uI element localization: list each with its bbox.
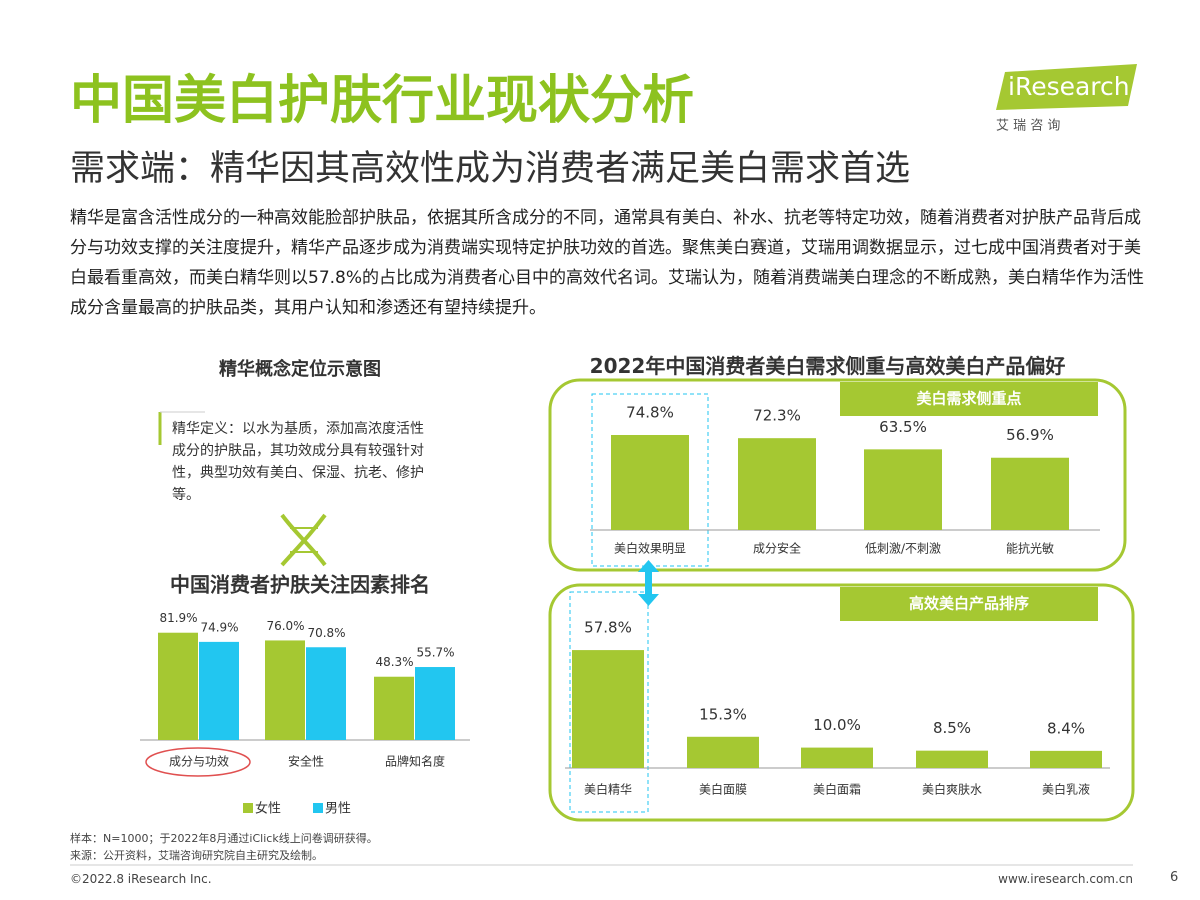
x-tick-label: 品牌知名度	[385, 754, 445, 769]
value-label: 70.8%	[307, 626, 345, 640]
x-tick-label: 美白效果明显	[614, 541, 686, 556]
x-tick-label: 美白乳液	[1042, 782, 1090, 797]
dna-icon	[280, 513, 327, 567]
title: 中国美白护肤行业现状分析	[70, 71, 695, 131]
x-tick-label: 成分安全	[753, 541, 801, 556]
highlight-box	[569, 591, 649, 813]
concept-title: 精华概念定位示意图	[219, 359, 381, 380]
value-label: 8.5%	[933, 719, 971, 737]
legend-label: 女性	[255, 801, 281, 817]
x-tick-label: 安全性	[288, 754, 324, 769]
logo-box	[996, 64, 1137, 110]
panel-header	[840, 382, 1098, 416]
value-label: 8.4%	[1047, 719, 1085, 737]
value-label: 10.0%	[813, 716, 861, 734]
logo-name: iResearch	[1008, 72, 1130, 101]
concept-text: 精华定义：以水为基质，添加高浓度活性成分的护肤品，其功效成分具有较强针对性，典型…	[172, 421, 424, 503]
logo-tagline: 艾 瑞 咨 询	[996, 119, 1060, 134]
bar	[572, 650, 644, 768]
panel-header	[840, 587, 1098, 621]
bar	[916, 750, 988, 768]
bar	[306, 647, 346, 740]
bar	[611, 435, 689, 530]
bar	[265, 640, 305, 740]
x-tick-label: 美白精华	[584, 782, 632, 797]
bar	[1030, 750, 1102, 768]
value-label: 74.8%	[626, 404, 674, 422]
value-label: 48.3%	[375, 655, 413, 669]
x-tick-label: 美白爽肤水	[922, 782, 982, 797]
footnote: 样本：N=1000；于2022年8月通过iClick线上问卷调研获得。	[70, 832, 378, 845]
x-tick-label: 低刺激/不刺激	[865, 542, 941, 556]
bar	[687, 736, 759, 768]
bar	[991, 457, 1069, 530]
x-tick-label: 美白面霜	[813, 782, 861, 797]
x-tick-label: 成分与功效	[169, 754, 229, 769]
value-label: 81.9%	[159, 611, 197, 625]
value-label: 74.9%	[200, 620, 238, 634]
value-label: 72.3%	[753, 407, 801, 425]
chart-title: 高效美白产品排序	[909, 595, 1029, 613]
body-text: 精华是富含活性成分的一种高效能脸部护肤品，依据其所含成分的不同，通常具有美白、补…	[70, 208, 1145, 318]
panel-frame	[548, 583, 1135, 822]
highlight-ellipse	[145, 747, 251, 777]
page-number: 6	[1170, 870, 1179, 885]
value-label: 55.7%	[416, 646, 454, 660]
bar	[415, 667, 455, 740]
footnote: 来源：公开资料，艾瑞咨询研究院自主研究及绘制。	[70, 849, 323, 862]
chart-title: 中国消费者护肤关注因素排名	[170, 573, 430, 597]
copyright: ©2022.8 iResearch Inc.	[70, 872, 212, 886]
x-tick-label: 美白面膜	[699, 782, 747, 797]
bar	[158, 632, 198, 740]
subtitle: 需求端：精华因其高效性成为消费者满足美白需求首选	[70, 149, 911, 189]
bar	[864, 449, 942, 530]
value-label: 57.8%	[584, 619, 632, 637]
legend-swatch	[243, 803, 253, 813]
url: www.iresearch.com.cn	[998, 872, 1133, 886]
value-label: 56.9%	[1006, 426, 1054, 444]
group-title: 2022年中国消费者美白需求侧重与高效美白产品偏好	[589, 354, 1066, 378]
value-label: 15.3%	[699, 705, 747, 723]
legend-swatch	[313, 803, 323, 813]
panel-frame	[548, 378, 1127, 572]
connector-arrow	[638, 560, 659, 606]
bar	[801, 747, 873, 768]
legend-label: 男性	[325, 802, 351, 817]
bar	[199, 641, 239, 740]
value-label: 63.5%	[879, 418, 927, 436]
bar	[374, 676, 414, 740]
value-label: 76.0%	[266, 619, 304, 633]
chart-title: 美白需求侧重点	[916, 390, 1021, 408]
x-tick-label: 能抗光敏	[1006, 541, 1054, 556]
bar	[738, 438, 816, 530]
